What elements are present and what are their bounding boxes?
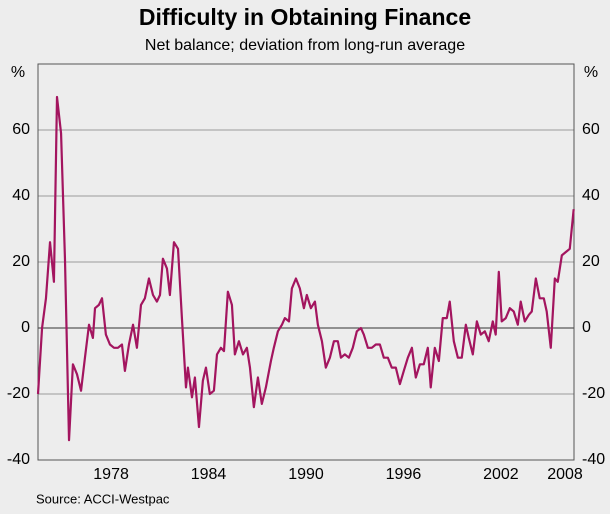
- chart-title: Difficulty in Obtaining Finance: [139, 4, 471, 30]
- x-tick-label: 2008: [547, 466, 583, 483]
- y-tick-label: 20: [12, 253, 30, 270]
- plot-frame: [37, 63, 575, 461]
- chart-subtitle: Net balance; deviation from long-run ave…: [145, 37, 465, 54]
- y2-tick-label: 60: [582, 121, 600, 138]
- y-tick-label: -20: [7, 385, 30, 402]
- x-tick-label: 1990: [288, 466, 324, 483]
- y-tick-label: 40: [12, 187, 30, 204]
- x-tick-label: 2002: [483, 466, 519, 483]
- source-note: Source: ACCI-Westpac: [36, 491, 170, 506]
- y2-axis-label: %: [584, 64, 598, 81]
- x-tick-label: 1978: [93, 466, 129, 483]
- data-line: [36, 95, 575, 442]
- y2-tick-label: -20: [582, 385, 605, 402]
- y2-tick-label: 40: [582, 187, 600, 204]
- x-tick-label: 1996: [386, 466, 422, 483]
- y2-tick-label: -40: [582, 451, 605, 468]
- y-axis-label: %: [11, 64, 25, 81]
- y2-tick-label: 20: [582, 253, 600, 270]
- y-tick-label: -40: [7, 451, 30, 468]
- x-tick-label: 1984: [191, 466, 227, 483]
- y2-tick-label: 0: [582, 319, 591, 336]
- y-tick-label: 60: [12, 121, 30, 138]
- y-tick-label: 0: [21, 319, 30, 336]
